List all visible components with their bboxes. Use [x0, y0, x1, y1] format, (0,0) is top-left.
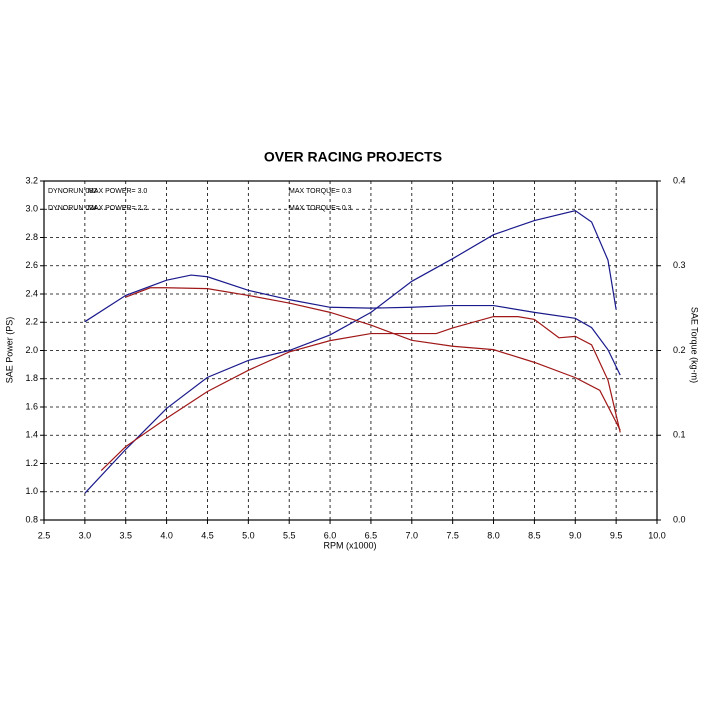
x-tick-label: 8.0 — [487, 530, 500, 540]
y-tick-label: 2.8 — [25, 232, 38, 242]
x-tick-label: 10.0 — [648, 530, 666, 540]
series-line — [84, 210, 617, 494]
x-tick-label: 3.0 — [79, 530, 92, 540]
x-tick-label: 9.0 — [569, 530, 582, 540]
series-line — [100, 316, 621, 471]
x-tick-label: 5.5 — [283, 530, 296, 540]
y-tick-label: 3.2 — [25, 175, 38, 185]
y-tick-label: 2.6 — [25, 260, 38, 270]
x-tick-label: 4.0 — [160, 530, 173, 540]
x-tick-label: 6.0 — [324, 530, 337, 540]
chart-title: OVER RACING PROJECTS — [264, 149, 442, 165]
y-axis-label: SAE Power (PS) — [4, 317, 14, 384]
x-tick-label: 7.0 — [406, 530, 419, 540]
x-tick-label: 5.0 — [242, 530, 255, 540]
y-tick-label: 1.2 — [25, 458, 38, 468]
y-tick-label: 1.6 — [25, 401, 38, 411]
y2-tick-label: 0.3 — [673, 260, 686, 270]
x-tick-label: 3.5 — [119, 530, 132, 540]
x-tick-label: 6.5 — [365, 530, 378, 540]
x-tick-label: 8.5 — [528, 530, 541, 540]
x-tick-label: 7.5 — [446, 530, 459, 540]
x-tick-label: 4.5 — [201, 530, 214, 540]
x-axis-label: RPM (x1000) — [323, 540, 376, 550]
y-tick-label: 3.0 — [25, 204, 38, 214]
legend-run: DYNORUN 082 — [48, 188, 97, 195]
legend-torque: MAX TORQUE= 0.3 — [289, 188, 352, 195]
y-tick-label: 2.2 — [25, 317, 38, 327]
y2-tick-label: 0.0 — [673, 514, 686, 524]
y-tick-label: 2.0 — [25, 345, 38, 355]
y2-tick-label: 0.4 — [673, 175, 686, 185]
legend-power: MAX POWER= 3.0 — [88, 188, 147, 195]
y-tick-label: 2.4 — [25, 288, 38, 298]
series-line — [125, 287, 621, 431]
y-tick-label: 0.8 — [25, 514, 38, 524]
y-tick-label: 1.0 — [25, 486, 38, 496]
legend-power: MAX POWER= 2.2 — [88, 205, 147, 212]
y2-tick-label: 0.2 — [673, 345, 686, 355]
x-tick-label: 2.5 — [38, 530, 51, 540]
x-tick-label: 9.5 — [610, 530, 623, 540]
y-tick-label: 1.4 — [25, 430, 38, 440]
y2-tick-label: 0.1 — [673, 430, 686, 440]
series-line — [84, 274, 621, 376]
y2-axis-label: SAE Torque (kg-m) — [690, 307, 700, 383]
y-tick-label: 1.8 — [25, 373, 38, 383]
legend-run: DYNORUN 024 — [48, 205, 97, 212]
legend-torque: MAX TORQUE= 0.3 — [289, 205, 352, 212]
